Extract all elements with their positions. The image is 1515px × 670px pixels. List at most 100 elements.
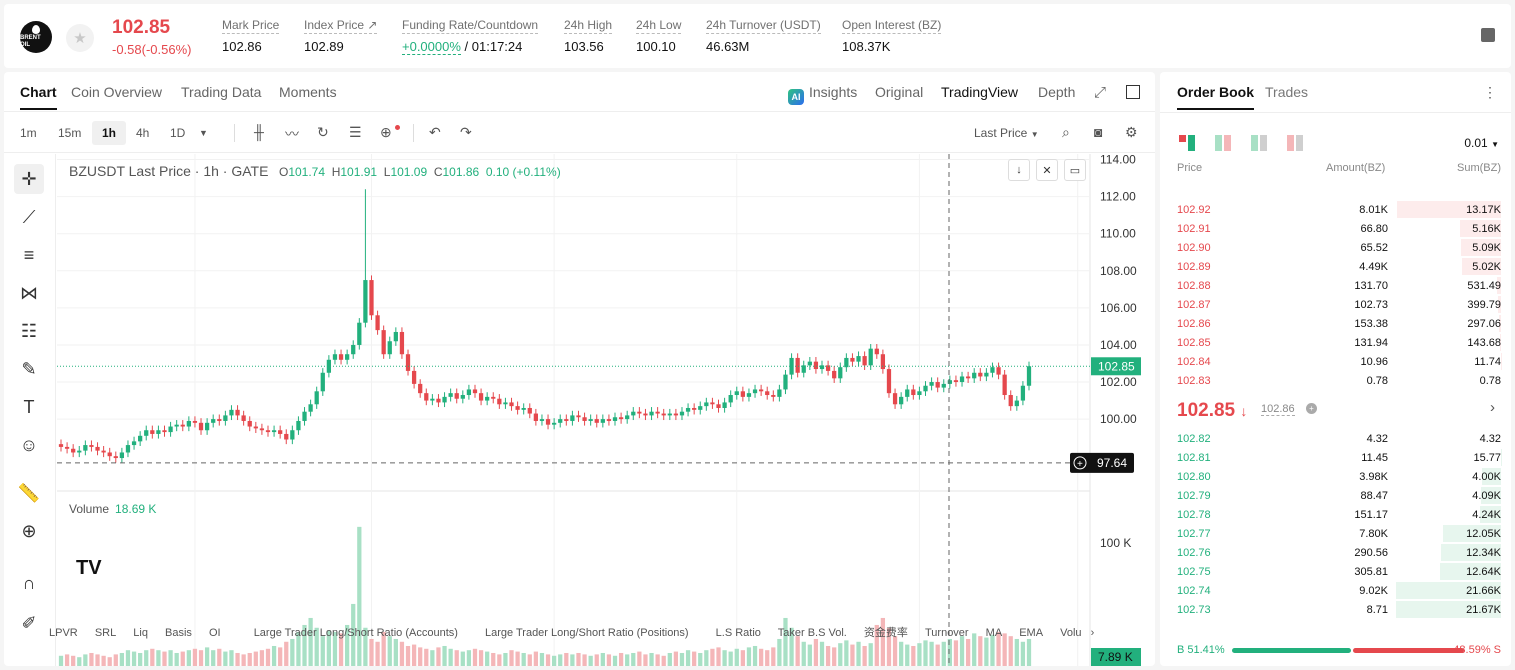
scroll-to-latest-icon[interactable]: ↓ — [1008, 159, 1030, 181]
crosshair-icon[interactable]: ✛ — [14, 164, 44, 194]
ask-row[interactable]: 102.83 0.78 0.78 — [1160, 371, 1511, 390]
fullscreen-icon[interactable] — [1126, 85, 1140, 99]
tab-trading-data[interactable]: Trading Data — [181, 84, 262, 100]
ask-row[interactable]: 102.88 131.70 531.49 — [1160, 276, 1511, 295]
search-icon[interactable]: ⌕ — [1062, 124, 1070, 140]
more-options-icon[interactable]: ⋮ — [1483, 84, 1497, 100]
bid-row[interactable]: 102.77 7.80K 12.05K — [1160, 524, 1511, 543]
indicator-ema[interactable]: EMA — [1019, 627, 1044, 639]
candle-body — [271, 430, 277, 433]
ask-row[interactable]: 102.91 66.80 5.16K — [1160, 219, 1511, 238]
tab-coin-overview[interactable]: Coin Overview — [71, 84, 163, 100]
ask-row[interactable]: 102.89 4.49K 5.02K — [1160, 257, 1511, 276]
favorite-star-icon[interactable]: ★ — [66, 24, 94, 52]
bid-row[interactable]: 102.80 3.98K 4.00K — [1160, 467, 1511, 486]
view-bids-icon[interactable] — [1215, 135, 1231, 151]
indicator-basis[interactable]: Basis — [165, 627, 192, 639]
tab-original[interactable]: Original — [875, 84, 924, 100]
chart-settings-icon[interactable]: ▭ — [1064, 159, 1086, 181]
bid-row[interactable]: 102.76 290.56 12.34K — [1160, 543, 1511, 562]
bid-row[interactable]: 102.78 151.17 4.24K — [1160, 505, 1511, 524]
candle-type-icon[interactable]: ╫ — [254, 124, 264, 140]
fibonacci-icon[interactable]: ☷ — [20, 320, 38, 341]
camera-icon[interactable]: ◙ — [1094, 124, 1103, 140]
ask-row[interactable]: 102.85 131.94 143.68 — [1160, 333, 1511, 352]
zoom-in-icon[interactable]: ⊕ — [21, 520, 37, 541]
indicator-liq[interactable]: Liq — [133, 627, 148, 639]
view-asks-icon[interactable] — [1251, 135, 1267, 151]
templates-icon[interactable]: ☰ — [349, 124, 362, 140]
bid-row[interactable]: 102.73 8.71 21.67K — [1160, 600, 1511, 619]
indicator-funding-rate[interactable]: 资金费率 — [863, 627, 908, 639]
ask-row[interactable]: 102.84 10.96 11.74 — [1160, 352, 1511, 371]
ask-row[interactable]: 102.92 8.01K 13.17K — [1160, 200, 1511, 219]
ask-row[interactable]: 102.86 153.38 297.06 — [1160, 314, 1511, 333]
timeframe-1d[interactable]: 1D — [170, 126, 186, 140]
stat-index-price[interactable]: Index Price ↗ 102.89 — [304, 18, 378, 54]
bid-row[interactable]: 102.74 9.02K 21.66K — [1160, 581, 1511, 600]
book-icon[interactable] — [1481, 28, 1495, 42]
undo-icon[interactable]: ↶ — [429, 124, 441, 140]
view-both-icon[interactable] — [1179, 135, 1195, 151]
indicator-ls-ratio[interactable]: L.S Ratio — [715, 627, 761, 639]
bid-row[interactable]: 102.79 88.47 4.09K — [1160, 486, 1511, 505]
indicator-srl[interactable]: SRL — [94, 627, 117, 639]
trendline-icon[interactable]: ⟋ — [22, 206, 36, 227]
ask-row[interactable]: 102.87 102.73 399.79 — [1160, 295, 1511, 314]
timeframe-15m[interactable]: 15m — [58, 126, 82, 140]
ask-row[interactable]: 102.90 65.52 5.09K — [1160, 238, 1511, 257]
candlestick-chart[interactable]: 114.00 112.00 110.00 108.00 106.00 104.00 102.… — [4, 154, 1155, 666]
indicator-volume[interactable]: Volu — [1060, 627, 1082, 639]
candle-body — [667, 413, 672, 416]
tab-tradingview[interactable]: TradingView — [941, 84, 1019, 100]
indicator-large-trader-positions[interactable]: Large Trader Long/Short Ratio (Positions… — [484, 627, 689, 639]
emoji-icon[interactable]: ☺ — [19, 434, 39, 455]
candle-body — [929, 382, 934, 386]
mid-price[interactable]: 102.85 ↓ — [1177, 400, 1247, 422]
tab-chart[interactable]: Chart — [20, 84, 57, 110]
tab-depth[interactable]: Depth — [1038, 84, 1076, 100]
tab-order-book[interactable]: Order Book — [1177, 84, 1255, 110]
redo-icon[interactable]: ↷ — [460, 124, 472, 140]
indicator-ma[interactable]: MA — [985, 627, 1003, 639]
magnet-icon[interactable]: ∩ — [22, 572, 36, 593]
text-icon[interactable]: T — [23, 396, 35, 417]
pattern-icon[interactable]: ⋈ — [20, 282, 38, 303]
timeframe-dropdown-icon[interactable]: ▼ — [199, 128, 208, 138]
tab-trades[interactable]: Trades — [1265, 84, 1309, 100]
tradingview-logo[interactable]: TV — [76, 557, 102, 579]
add-alert-icon[interactable]: ⊕ — [380, 124, 392, 140]
price-type-select[interactable]: Last Price ▼ — [974, 126, 1039, 140]
expand-icon[interactable]: ⤢ — [1094, 84, 1107, 101]
ruler-icon[interactable]: 📏 — [17, 482, 41, 503]
indicator-oi[interactable]: OI — [209, 627, 221, 639]
timeframe-1m[interactable]: 1m — [20, 126, 37, 140]
indicator-turnover[interactable]: Turnover — [924, 627, 969, 639]
timeframe-1h[interactable]: 1h — [92, 121, 127, 145]
collapse-icon[interactable]: ✕ — [1036, 159, 1058, 181]
gear-icon[interactable]: ⚙ — [1125, 124, 1138, 140]
indicator-large-trader-accounts[interactable]: Large Trader Long/Short Ratio (Accounts) — [253, 627, 458, 639]
pencil-lock-icon[interactable]: ✐ — [21, 612, 37, 633]
tab-moments[interactable]: Moments — [279, 84, 337, 100]
candle-body — [679, 411, 685, 416]
candle-body — [1014, 400, 1019, 407]
bid-row[interactable]: 102.75 305.81 12.64K — [1160, 562, 1511, 581]
view-depth-icon[interactable] — [1287, 135, 1303, 151]
chevron-right-icon[interactable]: › — [1090, 627, 1095, 639]
tab-insights[interactable]: AI Insights — [788, 84, 857, 105]
replay-icon[interactable]: ↻ — [317, 124, 329, 140]
horizontal-lines-icon[interactable]: ≡ — [23, 244, 35, 265]
indicators-icon[interactable]: 〰 — [285, 126, 299, 142]
precision-select[interactable]: 0.01 ▼ — [1464, 136, 1499, 150]
indicator-lpvr[interactable]: LPVR — [49, 627, 78, 639]
chevron-right-icon[interactable]: › — [1490, 399, 1495, 416]
brush-icon[interactable]: ✎ — [21, 358, 37, 379]
indicator-taker-bs-vol[interactable]: Taker B.S Vol. — [777, 627, 847, 639]
timeframe-4h[interactable]: 4h — [136, 126, 150, 140]
ticker-header: BRENT OIL ★ 102.85 -0.58(-0.56%) Mark Pr… — [4, 4, 1511, 68]
bid-row[interactable]: 102.82 4.32 4.32 — [1160, 429, 1511, 448]
bid-row[interactable]: 102.81 11.45 15.77 — [1160, 448, 1511, 467]
info-icon[interactable]: + — [1306, 403, 1317, 414]
add-alert-plus-icon[interactable] — [1073, 456, 1087, 470]
